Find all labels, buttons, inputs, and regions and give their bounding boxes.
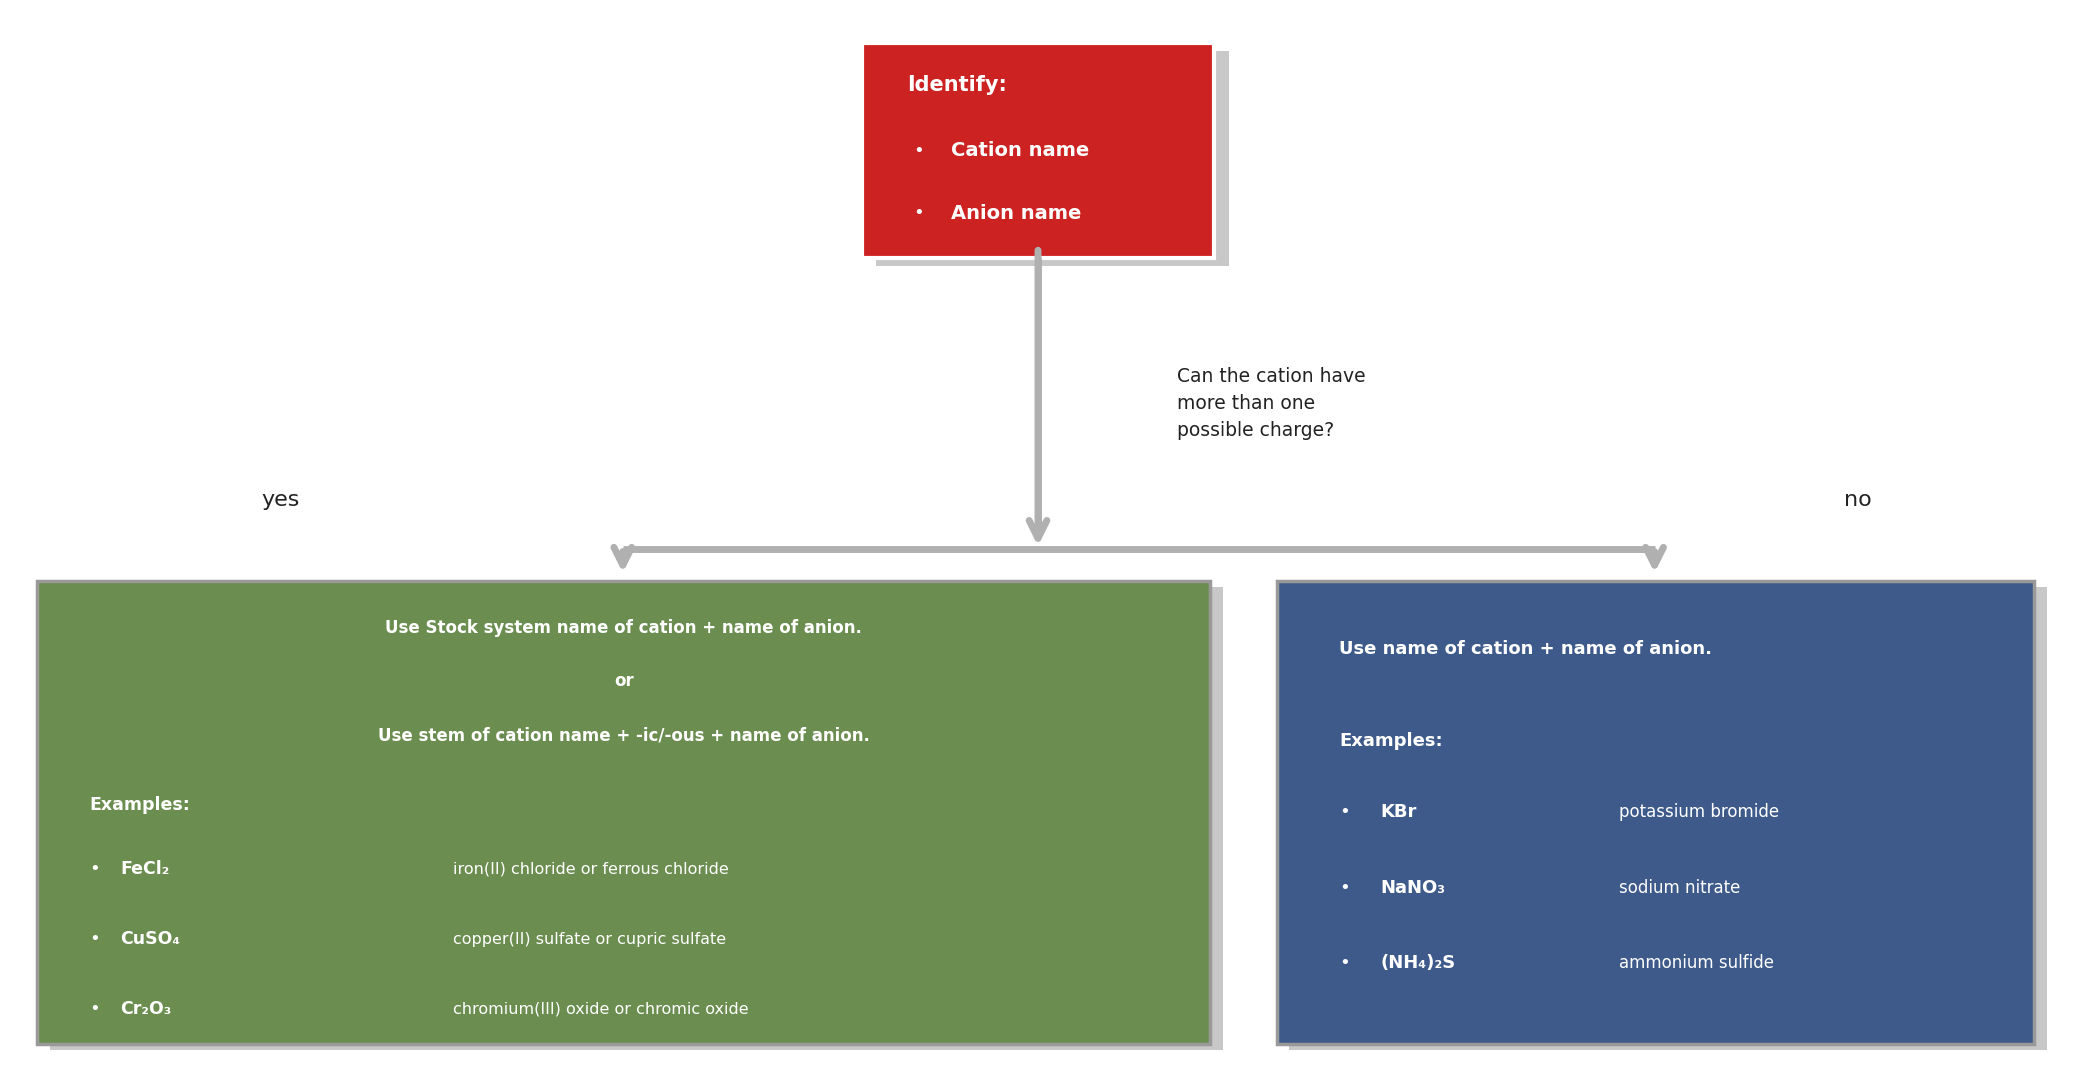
Text: Can the cation have
more than one
possible charge?: Can the cation have more than one possib…	[1177, 368, 1366, 439]
Text: Use Stock system name of cation + name of anion.: Use Stock system name of cation + name o…	[386, 619, 862, 637]
FancyBboxPatch shape	[1289, 587, 2047, 1050]
Text: •: •	[1339, 804, 1349, 821]
Text: Cr₂O₃: Cr₂O₃	[120, 1001, 172, 1018]
FancyBboxPatch shape	[862, 43, 1214, 258]
Text: CuSO₄: CuSO₄	[120, 931, 181, 948]
Text: •: •	[913, 142, 924, 159]
Text: chromium(III) oxide or chromic oxide: chromium(III) oxide or chromic oxide	[453, 1002, 747, 1017]
Text: •: •	[89, 861, 100, 878]
Text: •: •	[1339, 954, 1349, 972]
Text: sodium nitrate: sodium nitrate	[1619, 879, 1740, 896]
Text: no: no	[1843, 491, 1873, 510]
Text: Cation name: Cation name	[951, 141, 1090, 160]
Text: Use name of cation + name of anion.: Use name of cation + name of anion.	[1339, 640, 1713, 659]
Text: Examples:: Examples:	[89, 796, 191, 815]
Text: Examples:: Examples:	[1339, 732, 1443, 750]
Text: ammonium sulfide: ammonium sulfide	[1619, 954, 1775, 972]
Text: (NH₄)₂S: (NH₄)₂S	[1381, 954, 1455, 972]
Text: •: •	[89, 1001, 100, 1018]
Text: NaNO₃: NaNO₃	[1381, 879, 1445, 896]
Text: FeCl₂: FeCl₂	[120, 861, 170, 878]
Text: copper(II) sulfate or cupric sulfate: copper(II) sulfate or cupric sulfate	[453, 932, 727, 947]
Text: iron(II) chloride or ferrous chloride: iron(II) chloride or ferrous chloride	[453, 862, 729, 877]
FancyBboxPatch shape	[876, 51, 1229, 266]
Text: Anion name: Anion name	[951, 203, 1082, 223]
Text: potassium bromide: potassium bromide	[1619, 804, 1779, 821]
FancyBboxPatch shape	[37, 581, 1210, 1044]
Text: Identify:: Identify:	[907, 75, 1007, 96]
FancyBboxPatch shape	[1277, 581, 2034, 1044]
FancyBboxPatch shape	[50, 587, 1223, 1050]
Text: •: •	[1339, 879, 1349, 896]
Text: •: •	[89, 931, 100, 948]
Text: or: or	[614, 672, 633, 691]
Text: •: •	[913, 204, 924, 222]
Text: yes: yes	[262, 491, 299, 510]
Text: KBr: KBr	[1381, 804, 1418, 821]
Text: Use stem of cation name + -ic/-ous + name of anion.: Use stem of cation name + -ic/-ous + nam…	[378, 726, 870, 745]
